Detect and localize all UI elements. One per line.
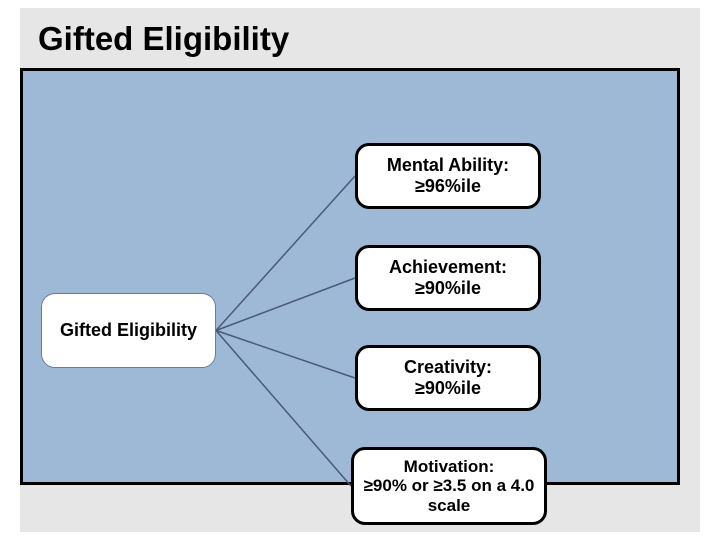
criterion-creativity: Creativity: ≥90%ile — [355, 345, 541, 411]
root-node: Gifted Eligibility — [41, 293, 216, 368]
criterion-label-bot: ≥90%ile — [415, 378, 481, 399]
criterion-label-bot: ≥90%ile — [415, 278, 481, 299]
criterion-label-bot: ≥90% or ≥3.5 on a 4.0 scale — [360, 476, 538, 515]
criterion-label-bot: ≥96%ile — [415, 176, 481, 197]
criterion-label-top: Motivation: — [404, 457, 495, 477]
criterion-motivation: Motivation: ≥90% or ≥3.5 on a 4.0 scale — [351, 447, 547, 525]
criterion-label-top: Achievement: — [389, 257, 507, 278]
connector-lines — [23, 71, 683, 488]
criterion-mental: Mental Ability: ≥96%ile — [355, 143, 541, 209]
root-node-label: Gifted Eligibility — [60, 320, 197, 341]
criterion-achievement: Achievement: ≥90%ile — [355, 245, 541, 311]
slide-background: Gifted Eligibility Gifted Eligibility Me… — [20, 8, 700, 532]
criterion-label-top: Mental Ability: — [387, 155, 509, 176]
diagram-panel: Gifted Eligibility Mental Ability: ≥96%i… — [20, 68, 680, 485]
criterion-label-top: Creativity: — [404, 357, 492, 378]
slide-title: Gifted Eligibility — [38, 20, 289, 58]
